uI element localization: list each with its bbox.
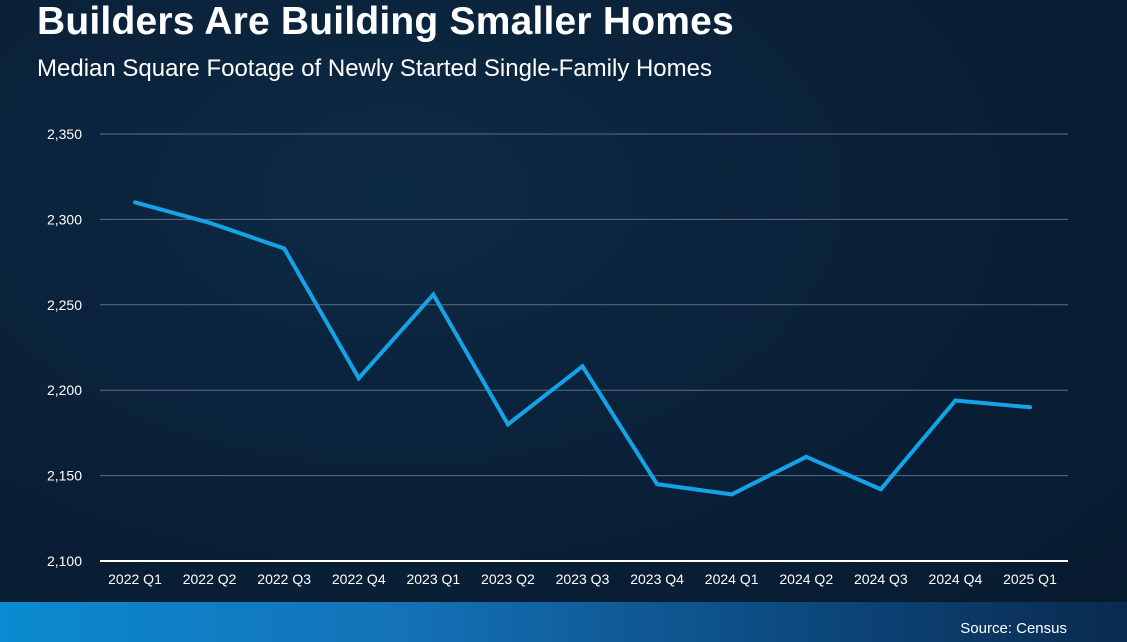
x-tick-label: 2025 Q1 [1003, 571, 1057, 587]
x-tick-label: 2023 Q2 [481, 571, 535, 587]
y-tick-label: 2,100 [47, 553, 82, 569]
x-tick-label: 2022 Q3 [257, 571, 311, 587]
source-note: Source: Census [960, 620, 1067, 637]
data-point [505, 422, 510, 427]
gridlines [100, 133, 1068, 562]
data-point [878, 487, 883, 492]
y-tick-label: 2,200 [47, 382, 82, 398]
data-point [953, 398, 958, 403]
chart-subtitle: Median Square Footage of Newly Started S… [37, 55, 712, 82]
data-point [580, 364, 585, 369]
chart-title: Builders Are Building Smaller Homes [37, 0, 734, 43]
x-tick-label: 2022 Q1 [108, 571, 162, 587]
data-point [729, 492, 734, 497]
data-point [133, 200, 137, 205]
x-tick-label: 2024 Q3 [854, 571, 908, 587]
series-line [134, 200, 1031, 497]
x-tick-label: 2024 Q4 [929, 571, 983, 587]
data-point [356, 376, 361, 381]
y-tick-label: 2,300 [47, 211, 82, 227]
x-axis-ticks: 2022 Q1 2022 Q2 2022 Q3 2022 Q4 2023 Q1 2023 … [108, 571, 1057, 587]
x-tick-label: 2023 Q1 [406, 571, 460, 587]
data-point [431, 292, 436, 297]
data-point [1028, 405, 1032, 410]
x-tick-label: 2022 Q4 [332, 571, 386, 587]
x-tick-label: 2023 Q3 [556, 571, 610, 587]
y-tick-label: 2,350 [47, 126, 82, 142]
y-axis-ticks: 2,100 2,150 2,200 2,250 2,300 2,350 [47, 126, 82, 569]
y-tick-label: 2,150 [47, 468, 82, 484]
data-point [655, 482, 660, 487]
x-tick-label: 2022 Q2 [183, 571, 237, 587]
x-tick-label: 2024 Q2 [779, 571, 833, 587]
data-point [207, 220, 212, 225]
x-tick-label: 2023 Q4 [630, 571, 684, 587]
series-layer [133, 200, 1032, 497]
x-tick-label: 2024 Q1 [705, 571, 759, 587]
footer-bar: Source: Census [0, 602, 1127, 642]
y-tick-label: 2,250 [47, 297, 82, 313]
data-point [804, 454, 809, 459]
data-point [282, 246, 287, 251]
